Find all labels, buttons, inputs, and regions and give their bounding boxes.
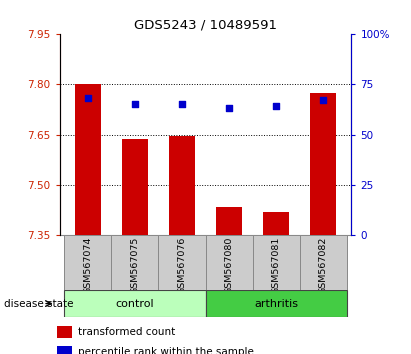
Text: arthritis: arthritis (254, 298, 298, 309)
Text: transformed count: transformed count (79, 327, 175, 337)
Bar (300, 235, 347, 290)
Point (226, 105, 232, 111)
Bar (206, 290, 347, 317)
Bar (75, 84, 101, 235)
Bar (169, 136, 195, 235)
Bar (58, 326, 72, 338)
Point (273, 103, 279, 109)
Point (132, 101, 138, 107)
Text: disease state: disease state (4, 298, 74, 309)
Bar (158, 235, 206, 290)
Bar (64, 290, 206, 317)
Text: GSM567075: GSM567075 (130, 237, 139, 295)
Title: GDS5243 / 10489591: GDS5243 / 10489591 (134, 18, 277, 31)
Point (85, 95, 91, 101)
Point (320, 97, 326, 103)
Bar (58, 346, 72, 354)
Point (179, 101, 185, 107)
Bar (310, 93, 336, 235)
Bar (64, 235, 111, 290)
Text: GSM567076: GSM567076 (178, 237, 187, 295)
Bar (253, 235, 300, 290)
Text: percentile rank within the sample: percentile rank within the sample (79, 347, 254, 354)
Text: GSM567081: GSM567081 (272, 237, 281, 295)
Bar (122, 138, 148, 235)
Bar (111, 235, 158, 290)
Bar (263, 212, 289, 235)
Text: GSM567082: GSM567082 (319, 237, 328, 295)
Text: GSM567074: GSM567074 (83, 237, 92, 295)
Text: control: control (115, 298, 154, 309)
Text: GSM567080: GSM567080 (224, 237, 233, 295)
Bar (216, 207, 242, 235)
Bar (206, 235, 253, 290)
